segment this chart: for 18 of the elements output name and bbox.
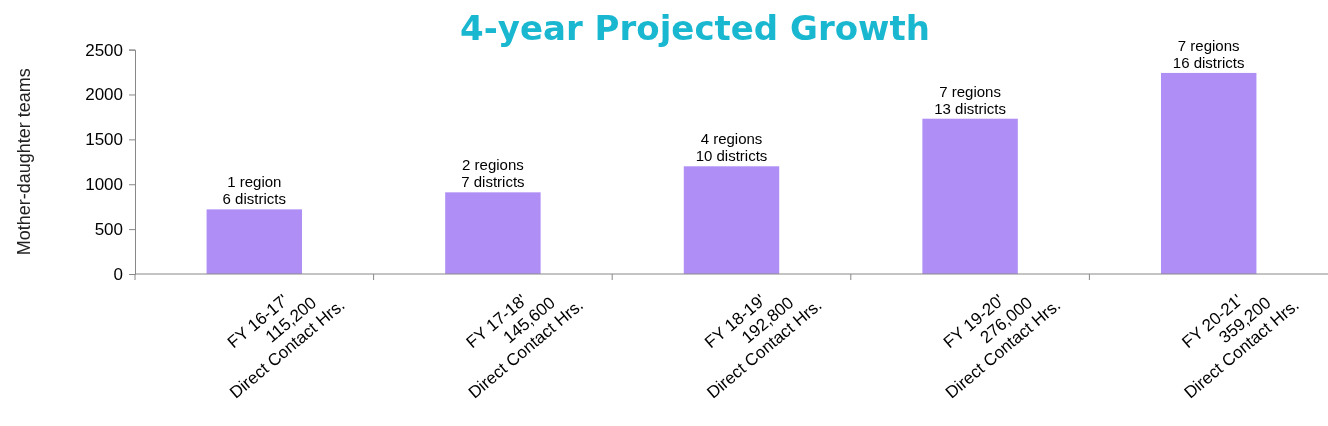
annotation: 7 regions 16 districts <box>1172 36 1245 71</box>
bar <box>1160 72 1257 274</box>
y-tick-label: 2000 <box>85 85 123 105</box>
bar <box>922 118 1018 274</box>
y-tick-label: 1000 <box>85 175 123 195</box>
bar <box>683 166 780 274</box>
annotation: 7 regions 13 districts <box>934 82 1006 117</box>
y-tick-label: 0 <box>113 264 123 284</box>
y-tick-label: 500 <box>94 220 123 240</box>
y-axis-title: Mother-daughter teams <box>14 68 34 256</box>
annotation: 2 regions 7 districts <box>461 156 525 191</box>
bar <box>206 209 303 274</box>
y-tick-label: 2500 <box>85 40 123 60</box>
bar <box>445 192 541 274</box>
annotation: 4 regions 10 districts <box>695 130 768 165</box>
annotation: 1 region 6 districts <box>222 173 286 208</box>
chart-title: 4-year Projected Growth <box>460 8 930 48</box>
y-tick-label: 1500 <box>85 130 123 150</box>
